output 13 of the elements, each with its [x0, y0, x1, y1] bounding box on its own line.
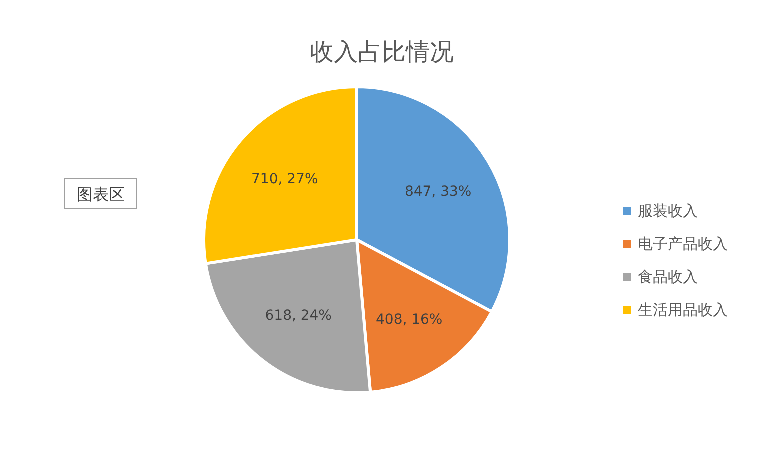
pie-slice [202, 86, 358, 266]
legend-label: 生活用品收入 [638, 301, 728, 319]
legend-label: 电子产品收入 [638, 235, 728, 253]
legend-label: 食品收入 [638, 268, 698, 286]
data-label: 618, 24% [265, 308, 332, 324]
data-label: 710, 27% [252, 171, 318, 188]
chart-title: 收入占比情况 [310, 38, 454, 66]
data-label: 408, 16% [376, 312, 443, 328]
pie-slice [204, 238, 372, 394]
text: 图表区 [77, 185, 125, 204]
pie-slice [356, 238, 494, 394]
legend-label: 服装收入 [638, 202, 698, 220]
data-label: 847, 33% [404, 184, 472, 200]
